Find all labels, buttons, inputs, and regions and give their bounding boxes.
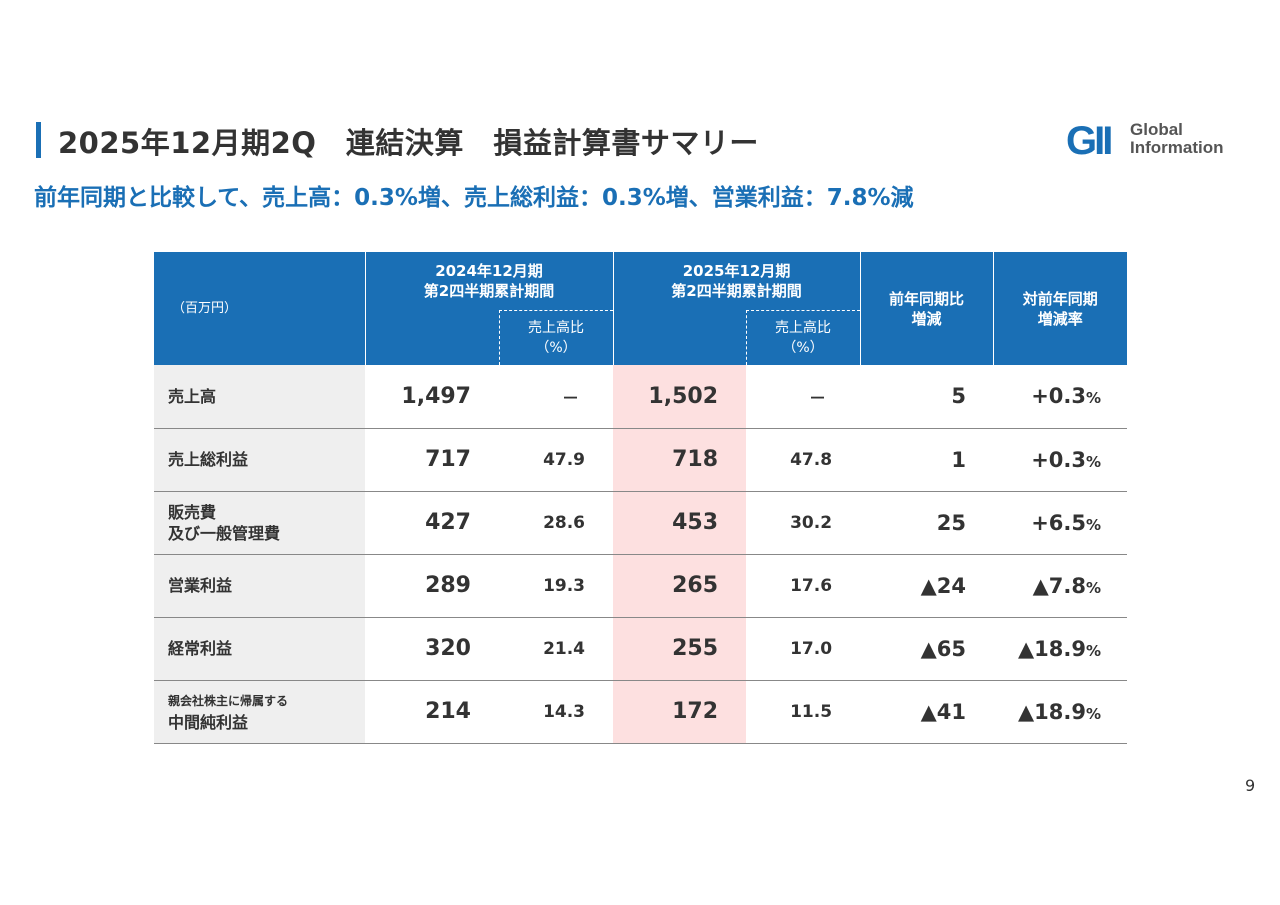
yoy-rate-unit: %: [1086, 578, 1102, 597]
yoy-rate: +6.5%: [993, 491, 1128, 555]
logo-text: Global Information: [1130, 121, 1224, 157]
yoy-rate-unit: %: [1086, 515, 1102, 534]
ratio-2025: 30.2: [746, 491, 861, 555]
row-label: 売上総利益: [154, 428, 365, 492]
ratio-2024: 47.9: [499, 428, 614, 492]
value-2025: 718: [613, 428, 747, 492]
yoy-rate: ▲18.9%: [993, 617, 1128, 681]
row-label-line-1: 販売費: [168, 502, 217, 522]
ratio-2025: －: [746, 365, 861, 429]
column-header-2024: 2024年12月期 第2四半期累計期間: [364, 252, 614, 310]
page-title: 2025年12月期2Q 連結決算 損益計算書サマリー: [58, 126, 759, 160]
value-2025: 172: [613, 680, 747, 744]
ratio-2025: 17.0: [746, 617, 861, 681]
ratio-2025: 17.6: [746, 554, 861, 618]
column-header-diff: 前年同期比 増減: [859, 252, 994, 365]
table-row-gross-profit: 売上総利益 717 47.9 718 47.8 1 +0.3%: [154, 428, 1128, 492]
income-statement-table: （百万円） 2024年12月期 第2四半期累計期間 2025年12月期 第2四半…: [154, 252, 1128, 744]
yoy-rate-value: ▲18.9: [1018, 636, 1086, 661]
table-row-ordinary-income: 経常利益 320 21.4 255 17.0 ▲65 ▲18.9%: [154, 617, 1128, 681]
yoy-rate-value: +0.3: [1031, 447, 1086, 472]
yoy-diff: 5: [860, 365, 994, 429]
value-2024: 427: [365, 491, 499, 555]
yoy-rate-value: ▲18.9: [1018, 699, 1086, 724]
row-label: 売上高: [154, 365, 365, 429]
column-header-2024-ratio: 売上高比 （%）: [498, 309, 614, 365]
yoy-diff: ▲24: [860, 554, 994, 618]
column-header-2025: 2025年12月期 第2四半期累計期間: [612, 252, 861, 310]
value-2025: 255: [613, 617, 747, 681]
yoy-rate: ▲18.9%: [993, 680, 1128, 744]
company-logo: GII Global Information: [1066, 121, 1238, 165]
row-label-line-1: 親会社株主に帰属する: [168, 693, 289, 708]
yoy-rate-value: ▲7.8: [1032, 573, 1086, 598]
row-label: 販売費 及び一般管理費: [154, 491, 365, 555]
yoy-diff: 25: [860, 491, 994, 555]
yoy-rate: +0.3%: [993, 365, 1128, 429]
value-2025: 265: [613, 554, 747, 618]
ratio-2024: 28.6: [499, 491, 614, 555]
value-2024: 320: [365, 617, 499, 681]
table-row-operating-income: 営業利益 289 19.3 265 17.6 ▲24 ▲7.8%: [154, 554, 1128, 618]
column-header-2024-value: [364, 310, 499, 365]
yoy-rate: ▲7.8%: [993, 554, 1128, 618]
yoy-rate: +0.3%: [993, 428, 1128, 492]
ratio-2024: 14.3: [499, 680, 614, 744]
logo-line-2: Information: [1130, 138, 1224, 157]
value-2025: 453: [613, 491, 747, 555]
table-row-net-income: 親会社株主に帰属する 中間純利益 214 14.3 172 11.5 ▲41 ▲…: [154, 680, 1128, 744]
row-label: 親会社株主に帰属する 中間純利益: [154, 680, 365, 744]
yoy-rate-unit: %: [1086, 704, 1102, 723]
column-header-2025-ratio: 売上高比 （%）: [745, 309, 861, 365]
yoy-rate-value: +6.5: [1031, 510, 1086, 535]
title-accent-bar: [36, 122, 41, 158]
value-2024: 1,497: [365, 365, 499, 429]
logo-line-1: Global: [1130, 120, 1183, 139]
ratio-2024: 19.3: [499, 554, 614, 618]
table-row-sga: 販売費 及び一般管理費 427 28.6 453 30.2 25 +6.5%: [154, 491, 1128, 555]
page-number: 9: [1245, 776, 1256, 795]
unit-label: （百万円）: [154, 252, 365, 365]
yoy-rate-unit: %: [1086, 389, 1102, 408]
ratio-2025: 11.5: [746, 680, 861, 744]
column-header-rate: 対前年同期 増減率: [992, 252, 1128, 365]
table-row-sales: 売上高 1,497 － 1,502 － 5 +0.3%: [154, 365, 1128, 429]
value-2024: 214: [365, 680, 499, 744]
row-label-line-2: 及び一般管理費: [168, 523, 281, 543]
ratio-2025: 47.8: [746, 428, 861, 492]
column-header-2025-value: [612, 310, 747, 365]
logo-mark: GII: [1066, 119, 1113, 163]
row-label-line-2: 中間純利益: [168, 712, 249, 732]
yoy-rate-value: +0.3: [1031, 384, 1086, 409]
yoy-diff: 1: [860, 428, 994, 492]
yoy-diff: ▲41: [860, 680, 994, 744]
row-label: 営業利益: [154, 554, 365, 618]
page-subtitle: 前年同期と比較して、売上高：0.3%増、売上総利益：0.3%増、営業利益：7.8…: [34, 185, 914, 211]
yoy-rate-unit: %: [1086, 641, 1102, 660]
row-label: 経常利益: [154, 617, 365, 681]
value-2025: 1,502: [613, 365, 747, 429]
value-2024: 717: [365, 428, 499, 492]
ratio-2024: －: [499, 365, 614, 429]
yoy-rate-unit: %: [1086, 452, 1102, 471]
ratio-2024: 21.4: [499, 617, 614, 681]
value-2024: 289: [365, 554, 499, 618]
yoy-diff: ▲65: [860, 617, 994, 681]
